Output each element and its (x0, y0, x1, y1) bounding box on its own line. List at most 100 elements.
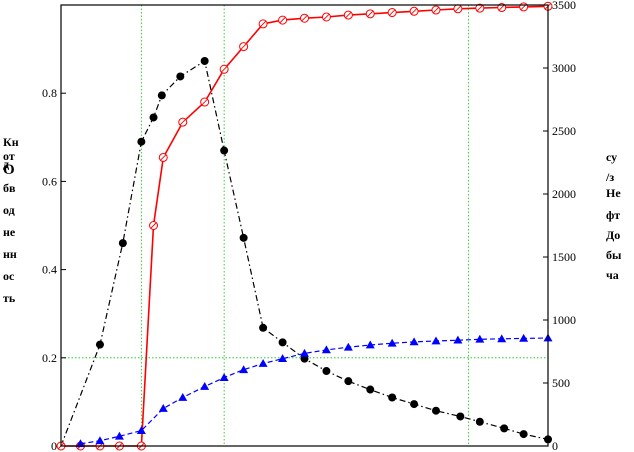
series-3-line (80, 337, 549, 445)
left-axis-tick-label: 0.2 (42, 351, 57, 365)
series-3-point (95, 436, 105, 445)
point-slash (150, 222, 157, 229)
right-axis-label-line: /з (606, 170, 615, 184)
series-2-point (219, 64, 229, 74)
series-1-point (137, 137, 146, 146)
series-2-point (158, 152, 168, 162)
point-slash (201, 98, 208, 106)
left-axis-label-line: ть (3, 291, 16, 305)
series-3 (75, 333, 553, 448)
left-axis-label-line: Кн (3, 135, 19, 149)
series-3-point (343, 342, 353, 351)
point-slash (259, 20, 267, 28)
left-axis-label-line: д (3, 157, 10, 171)
series-2-point (149, 221, 159, 230)
left-axis-ticks: 0 0.2 0.4 0.6 0.8 (42, 86, 66, 452)
series-1-point (431, 406, 440, 415)
left-axis-label: Кн от д О бв од не нн ос ть (3, 135, 27, 305)
left-axis-tick-label: 0.8 (42, 86, 57, 100)
series-2-point (387, 8, 397, 18)
point-slash (476, 4, 484, 12)
series-2-point (258, 19, 268, 29)
series-3-point (497, 334, 507, 343)
series-3-point (409, 337, 419, 346)
series-1-line (60, 60, 549, 447)
series-1-point (366, 385, 375, 394)
grid-lines (61, 5, 548, 446)
series-1-point (259, 323, 268, 332)
series-2-point (178, 117, 188, 127)
series-1-point (149, 113, 158, 122)
series-3-point (300, 348, 309, 357)
series-3-point (258, 359, 268, 367)
series-1-point (500, 424, 509, 433)
point-slash (323, 13, 330, 21)
series-1-point (278, 338, 287, 347)
point-slash (159, 154, 167, 161)
plot-background (61, 5, 548, 446)
series-1-point (410, 400, 419, 409)
series-2-point (453, 4, 463, 14)
point-slash (410, 7, 418, 15)
series-1-point (220, 146, 229, 155)
series-2-point (409, 6, 419, 16)
series-1-point (322, 367, 331, 376)
left-axis-label-line: бв (3, 181, 16, 195)
right-axis-label-line: ча (606, 268, 619, 282)
left-axis-label-line: от (3, 149, 15, 163)
left-axis-label-line: О (3, 162, 15, 178)
series-2-point (321, 12, 331, 22)
point-slash (454, 5, 462, 13)
series-1-point (388, 393, 397, 402)
series-2-point (343, 10, 353, 20)
series-1-point (239, 233, 248, 242)
left-axis-label-line: ос (3, 269, 15, 283)
series-1-point (118, 239, 127, 248)
right-axis-tick-label: 1500 (552, 250, 576, 264)
series-3-point (200, 381, 210, 390)
point-slash (220, 65, 228, 73)
series-1-point (200, 57, 209, 66)
right-axis-tick-label: 2500 (552, 124, 576, 138)
series-3-point (178, 392, 188, 401)
right-axis-tick-label: 1000 (552, 313, 576, 327)
right-axis-label-line: До (606, 228, 621, 242)
point-slash (366, 10, 374, 18)
series-3-point (136, 426, 146, 434)
right-axis-tick-label: 2000 (552, 187, 576, 201)
series-2-point (200, 97, 210, 107)
left-axis-label-line: не (3, 225, 16, 239)
series-1-point (95, 340, 104, 349)
right-axis-label-line: су (606, 150, 618, 164)
series-3-point (453, 335, 463, 344)
series-3-point (365, 340, 375, 349)
point-slash (432, 6, 440, 14)
left-axis-tick-label: 0 (51, 439, 57, 452)
plot-frame (60, 4, 549, 447)
series-3-point (519, 333, 529, 342)
series-3-point (387, 338, 397, 347)
series-1-point (157, 91, 166, 100)
series-3-point (475, 334, 485, 343)
series-2-point (431, 5, 441, 15)
point-slash (240, 43, 247, 50)
series-2-point (278, 15, 288, 25)
series-3-point (219, 373, 229, 382)
series-2-point (475, 3, 485, 13)
right-axis-tick-label: 500 (552, 376, 570, 390)
series-1-point (344, 377, 353, 386)
right-axis-tick-label: 0 (552, 439, 558, 452)
series-2-point (239, 42, 249, 52)
series-3-point (158, 404, 168, 412)
left-axis-label-line: нн (3, 247, 17, 261)
point-slash (279, 16, 286, 24)
point-slash (388, 9, 396, 16)
series-2-point (519, 2, 529, 12)
series-1-point (475, 417, 484, 426)
left-axis-tick-label: 0.4 (42, 263, 57, 277)
series-3-point (278, 354, 288, 363)
series-3-point (321, 345, 331, 354)
series-3-point (114, 431, 124, 440)
series-1-point (519, 430, 528, 439)
